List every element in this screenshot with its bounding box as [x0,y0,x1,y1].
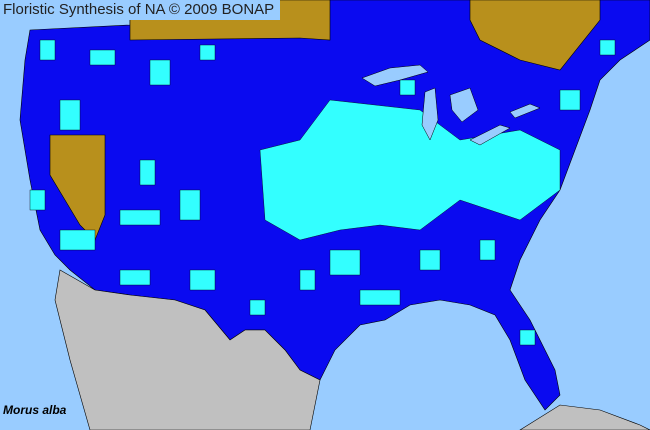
map-title: Floristic Synthesis of NA © 2009 BONAP [0,0,281,20]
great-lakes [361,64,541,146]
canada-east-region [469,0,601,71]
county-presence-cyan [29,39,616,346]
species-name: Morus alba [3,403,67,417]
mexico-region [54,269,321,430]
cuba-region [519,404,650,430]
